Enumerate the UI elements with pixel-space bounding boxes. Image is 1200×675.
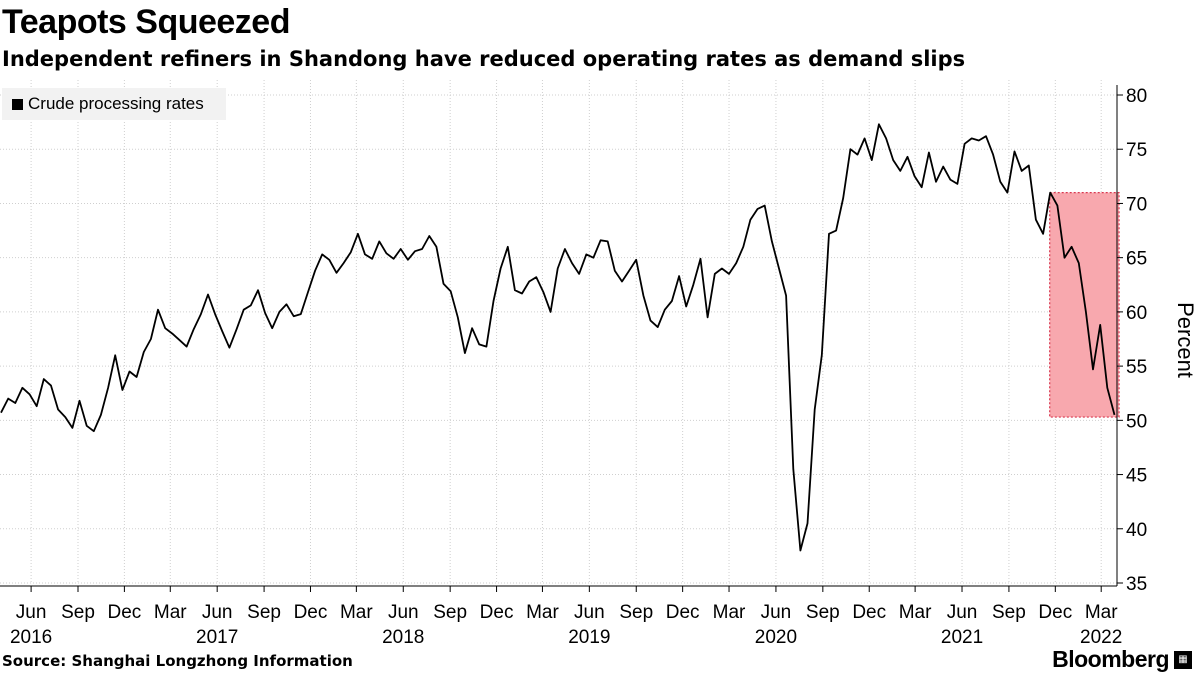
y-axis-label: Percent [1173, 302, 1198, 378]
y-tick-label: 45 [1126, 466, 1147, 487]
x-tick-label: Jun [574, 602, 605, 623]
source-note: Source: Shanghai Longzhong Information [2, 652, 353, 670]
x-year-label: 2017 [196, 627, 238, 648]
series-layer [0, 123, 1116, 552]
x-tick-label: Jun [947, 602, 978, 623]
x-tick-label: Dec [666, 602, 700, 623]
x-tick-label: Jun [388, 602, 419, 623]
bloomberg-logo: Bloomberg ▦ [1052, 646, 1192, 673]
y-tick-label: 80 [1126, 86, 1147, 107]
x-year-label: 2020 [755, 627, 797, 648]
chart-subtitle: Independent refiners in Shandong have re… [2, 47, 966, 71]
x-tick-label: Jun [761, 602, 792, 623]
brand-badge-icon: ▦ [1174, 650, 1192, 669]
x-tick-label: Sep [433, 602, 467, 623]
y-tick-label: 55 [1126, 357, 1147, 378]
x-tick-label: Dec [107, 602, 141, 623]
brand-name: Bloomberg [1052, 646, 1169, 672]
x-tick-label: Mar [1085, 602, 1118, 623]
y-tick-label: 75 [1126, 140, 1147, 161]
x-tick-label: Jun [16, 602, 47, 623]
x-year-label: 2021 [941, 627, 983, 648]
x-tick-label: Dec [1038, 602, 1072, 623]
x-tick-label: Mar [340, 602, 373, 623]
x-tick-label: Sep [806, 602, 840, 623]
x-year-label: 2016 [10, 627, 52, 648]
x-year-label: 2019 [568, 627, 610, 648]
y-tick-label: 35 [1126, 574, 1147, 595]
y-tick-label: 60 [1126, 303, 1147, 324]
legend-swatch [12, 98, 23, 110]
x-tick-label: Mar [154, 602, 187, 623]
chart-title: Teapots Squeezed [2, 3, 291, 41]
x-tick-label: Jun [202, 602, 233, 623]
gridlines [0, 80, 1117, 584]
x-tick-label: Sep [619, 602, 653, 623]
y-tick-label: 40 [1126, 520, 1147, 541]
axes-layer: 35 40 45 50 55 60 65 70 75 80 Jun Sep Dec Mar Jun Sep De… [0, 85, 1147, 648]
x-tick-label: Dec [294, 602, 328, 623]
x-tick-label: Mar [526, 602, 559, 623]
legend-label: Crude processing rates [28, 94, 204, 113]
x-tick-label: Dec [480, 602, 514, 623]
y-tick-label: 50 [1126, 411, 1147, 432]
x-tick-label: Sep [992, 602, 1026, 623]
x-year-label: 2022 [1080, 627, 1122, 648]
y-tick-label: 70 [1126, 194, 1147, 215]
x-tick-label: Mar [899, 602, 932, 623]
x-tick-label: Sep [247, 602, 281, 623]
x-tick-label: Mar [713, 602, 746, 623]
x-tick-label: Dec [852, 602, 886, 623]
x-tick-label: Sep [61, 602, 95, 623]
x-year-label: 2018 [382, 627, 424, 648]
legend: Crude processing rates [2, 88, 226, 120]
series-line [0, 123, 1116, 552]
y-tick-label: 65 [1126, 249, 1147, 270]
